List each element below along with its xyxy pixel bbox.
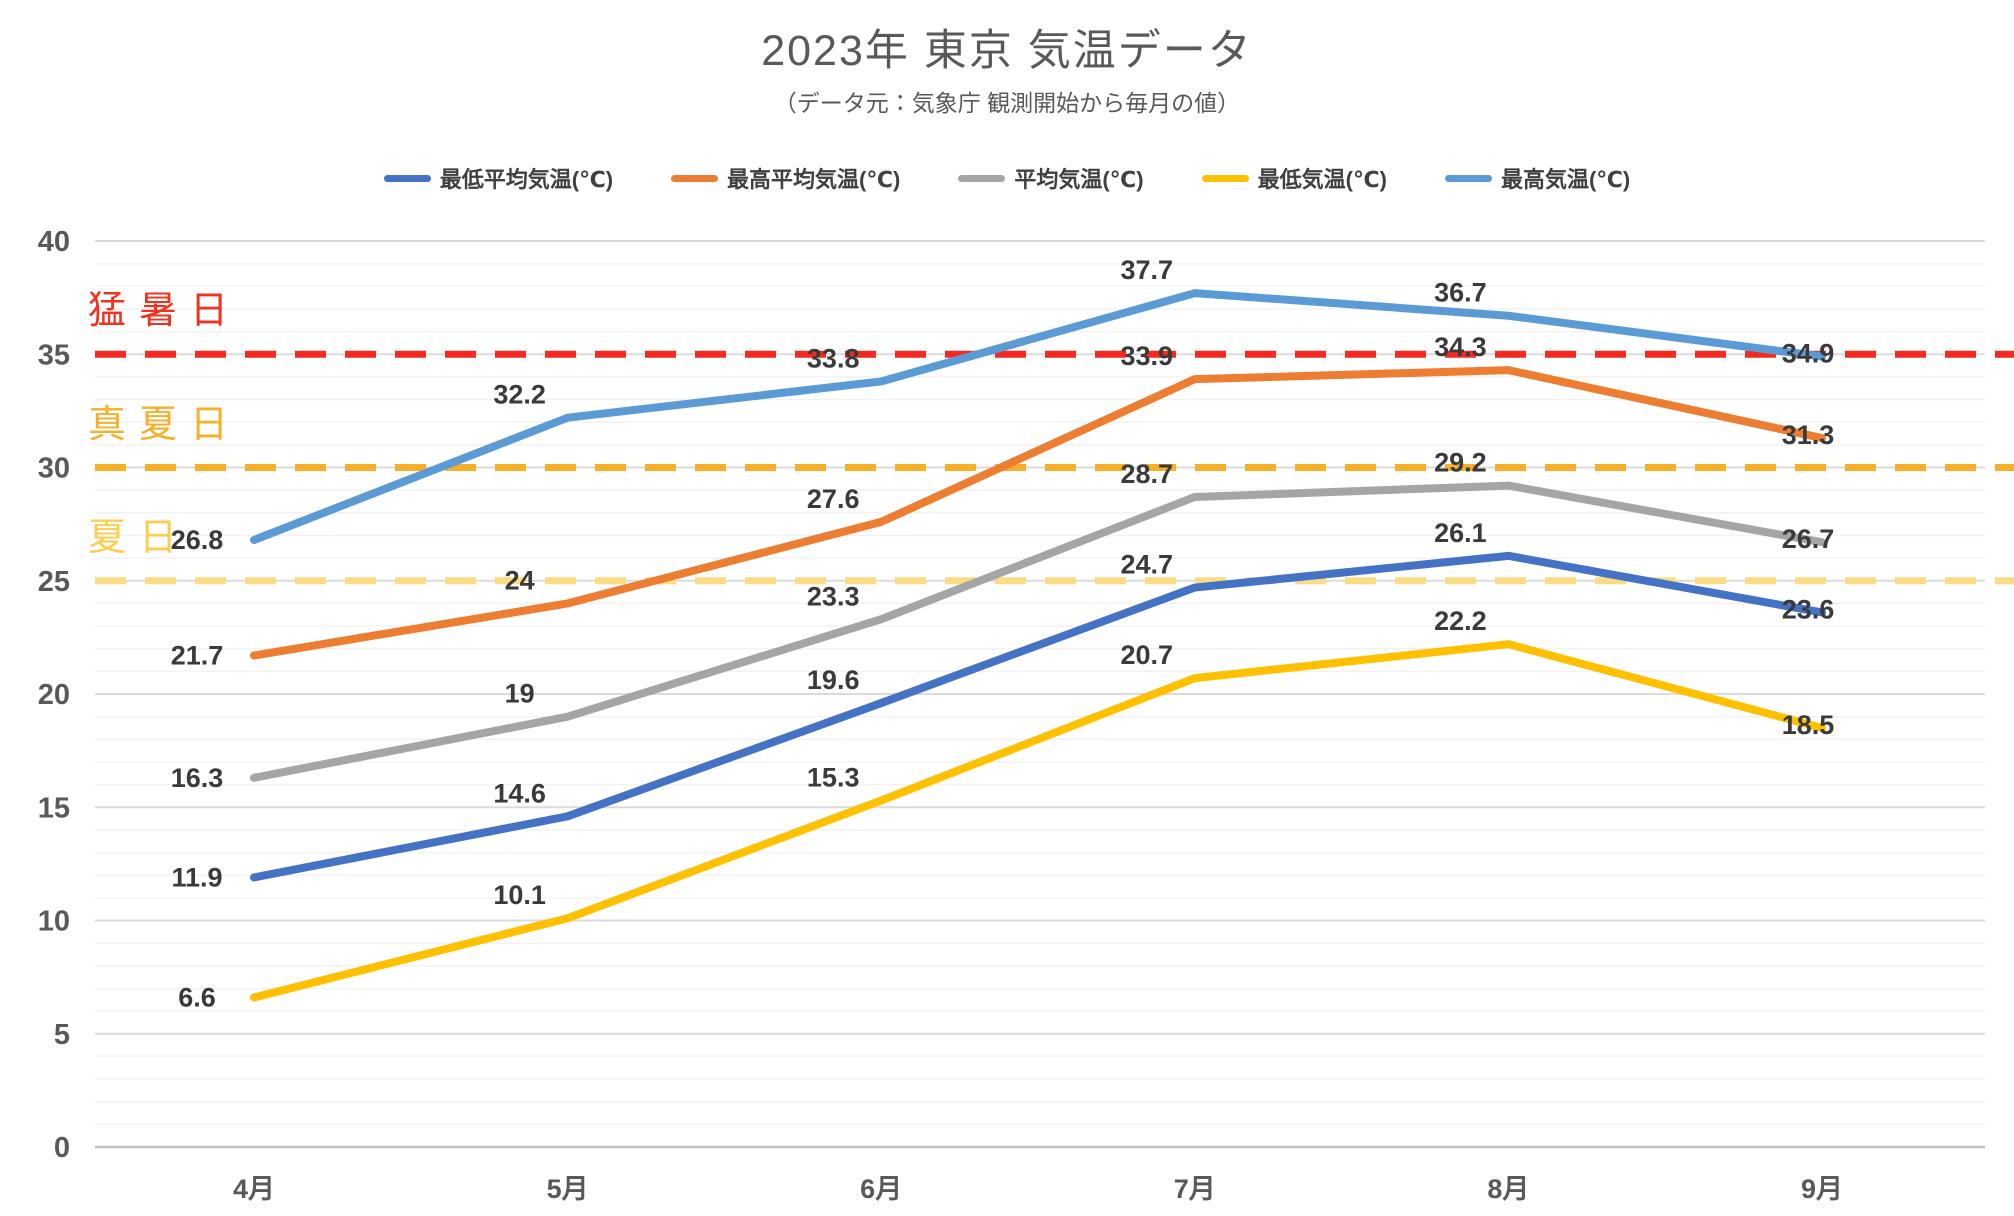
x-axis-label: 7月	[1174, 1174, 1216, 1204]
data-label: 22.2	[1434, 606, 1487, 636]
legend-item: 最高気温(℃)	[1444, 162, 1631, 194]
data-label: 19.6	[807, 665, 860, 695]
data-label: 27.6	[807, 484, 860, 514]
data-label: 36.7	[1434, 278, 1487, 308]
series-line	[250, 640, 1826, 1002]
data-label: 28.7	[1121, 459, 1174, 489]
data-label: 34.3	[1434, 332, 1487, 362]
data-label: 14.6	[493, 778, 546, 808]
data-label: 24.7	[1121, 550, 1174, 580]
legend-swatch	[1201, 174, 1249, 182]
data-label: 16.3	[171, 763, 224, 793]
data-label: 6.6	[178, 983, 216, 1013]
y-tick-label: 25	[38, 566, 70, 598]
y-tick-label: 0	[54, 1132, 70, 1164]
y-tick-label: 15	[38, 792, 70, 824]
series-line	[250, 551, 1826, 882]
data-label: 32.2	[493, 380, 546, 410]
series-lines	[250, 289, 1826, 1002]
data-label: 37.7	[1121, 255, 1174, 285]
legend-item: 最低平均気温(℃)	[383, 162, 614, 194]
reference-line-label: 夏日	[88, 516, 191, 559]
data-label: 26.7	[1782, 524, 1835, 554]
x-axis-label: 6月	[860, 1174, 902, 1204]
data-label: 10.1	[493, 880, 546, 910]
data-label: 31.3	[1782, 420, 1835, 450]
y-tick-label: 20	[38, 679, 70, 711]
y-axis-ticks: 0 5 10 15 20 25 30 35 40	[38, 226, 70, 1164]
data-label: 20.7	[1121, 640, 1174, 670]
y-tick-label: 40	[38, 226, 70, 258]
y-tick-label: 10	[38, 906, 70, 938]
reference-line-label: 真夏日	[88, 403, 242, 446]
legend-label: 最高平均気温(℃)	[727, 167, 901, 192]
y-tick-label: 5	[54, 1019, 70, 1051]
data-label: 18.5	[1782, 710, 1835, 740]
series-line	[250, 481, 1826, 782]
data-label: 19	[505, 679, 535, 709]
data-label: 34.9	[1782, 339, 1835, 369]
legend-swatch	[383, 174, 431, 182]
y-tick-label: 30	[38, 453, 70, 485]
gridlines	[95, 240, 1985, 1149]
chart-subtitle: （データ元：気象庁 観測開始から毎月の値）	[773, 90, 1241, 116]
legend-label: 最低気温(℃)	[1257, 167, 1387, 192]
x-axis-labels: 4月 5月 6月 7月 8月 9月	[233, 1174, 1843, 1204]
data-label: 23.3	[807, 581, 860, 611]
data-label: 15.3	[807, 762, 860, 792]
legend-item: 最低気温(℃)	[1201, 162, 1387, 194]
reference-line-label: 猛暑日	[88, 290, 242, 333]
data-label: 33.8	[807, 343, 860, 373]
data-label: 21.7	[171, 640, 224, 670]
legend-swatch	[671, 174, 719, 182]
legend-label: 最高気温(℃)	[1500, 167, 1631, 192]
data-label: 33.9	[1121, 341, 1174, 371]
series-line	[250, 289, 1826, 544]
data-label: 24	[505, 565, 535, 595]
chart-legend: 最低平均気温(℃) 最高平均気温(℃) 平均気温(℃) 最低気温(℃) 最高気温(℃)	[0, 162, 2014, 194]
x-axis-label: 5月	[547, 1174, 589, 1204]
legend-swatch	[958, 174, 1006, 182]
x-axis-label: 8月	[1487, 1174, 1529, 1204]
x-axis-label: 9月	[1801, 1174, 1843, 1204]
series-line	[250, 366, 1826, 660]
legend-item: 平均気温(℃)	[958, 162, 1144, 194]
data-label: 11.9	[171, 862, 222, 892]
legend-label: 平均気温(℃)	[1014, 167, 1144, 192]
legend-item: 最高平均気温(℃)	[671, 162, 900, 194]
y-tick-label: 35	[38, 339, 70, 371]
data-label: 26.1	[1434, 518, 1487, 548]
chart-title: 2023年 東京 気温データ	[761, 27, 1253, 75]
legend-swatch	[1444, 174, 1492, 182]
legend-label: 最低平均気温(℃)	[439, 167, 614, 192]
x-axis-label: 4月	[233, 1174, 275, 1204]
data-label: 23.6	[1782, 594, 1835, 624]
data-label: 26.8	[171, 525, 224, 555]
data-labels: 11.9 14.6 19.6 24.7 26.1 23.6 21.7 24 27.6 33.9 34…	[171, 255, 1835, 1012]
reference-lines	[95, 350, 2014, 585]
data-label: 29.2	[1434, 448, 1487, 478]
